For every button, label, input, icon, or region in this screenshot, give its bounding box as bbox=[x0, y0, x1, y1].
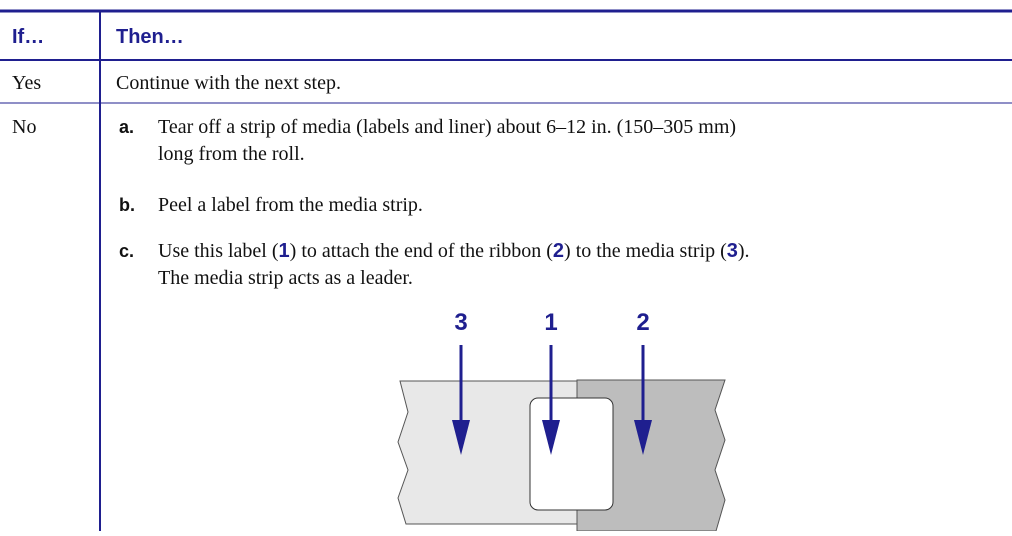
step-text: Use this label (1) to attach the end of … bbox=[158, 240, 750, 262]
header-if: If… bbox=[12, 26, 44, 48]
arrow-head bbox=[452, 420, 470, 455]
step-text: Peel a label from the media strip. bbox=[158, 194, 423, 216]
callout: 2 bbox=[636, 309, 649, 336]
text-part: ). bbox=[738, 240, 750, 262]
step-letter: b. bbox=[119, 195, 135, 215]
cell-if: Yes bbox=[12, 72, 41, 94]
callout: 1 bbox=[544, 309, 557, 336]
arrow-head bbox=[542, 420, 560, 455]
illustration: 3 1 2 bbox=[397, 309, 726, 532]
callout-ref: 3 bbox=[727, 240, 738, 262]
cell-then: Continue with the next step. bbox=[116, 72, 341, 94]
text-part: ) to the media strip ( bbox=[564, 240, 727, 262]
callout-ref: 1 bbox=[279, 240, 290, 262]
callout: 3 bbox=[454, 309, 467, 336]
header-then: Then… bbox=[116, 26, 184, 48]
step-text: Tear off a strip of media (labels and li… bbox=[158, 116, 736, 138]
callout-ref: 2 bbox=[553, 240, 564, 262]
step-text: long from the roll. bbox=[158, 143, 305, 165]
step-letter: c. bbox=[119, 241, 134, 261]
text-part: ) to attach the end of the ribbon ( bbox=[290, 240, 554, 262]
step-letter: a. bbox=[119, 117, 134, 137]
cell-if: No bbox=[12, 116, 36, 138]
label bbox=[529, 397, 614, 511]
arrow-head bbox=[634, 420, 652, 455]
step-text: The media strip acts as a leader. bbox=[158, 267, 413, 289]
text-part: Use this label ( bbox=[158, 240, 279, 262]
